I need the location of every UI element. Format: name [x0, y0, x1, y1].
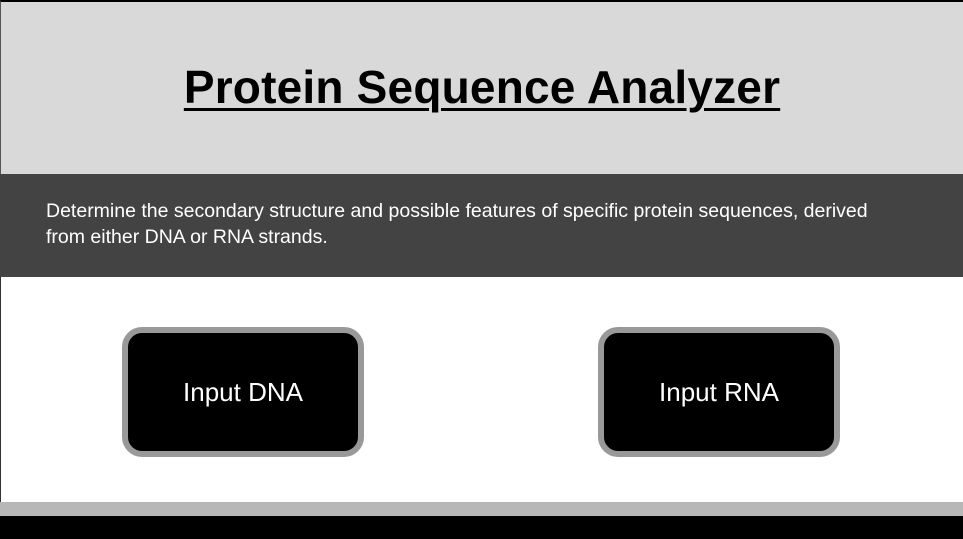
description-banner: Determine the secondary structure and po… — [0, 174, 963, 277]
input-dna-label: Input DNA — [183, 376, 303, 407]
page-header: Protein Sequence Analyzer — [0, 0, 963, 174]
page-title: Protein Sequence Analyzer — [183, 61, 781, 113]
page-footer — [0, 516, 963, 539]
input-dna-button[interactable]: Input DNA — [122, 327, 364, 457]
footer-divider — [0, 502, 963, 516]
input-rna-label: Input RNA — [659, 376, 779, 407]
input-rna-button[interactable]: Input RNA — [598, 327, 840, 457]
action-panel: Input DNA Input RNA — [0, 277, 963, 502]
description-text: Determine the secondary structure and po… — [46, 200, 868, 248]
